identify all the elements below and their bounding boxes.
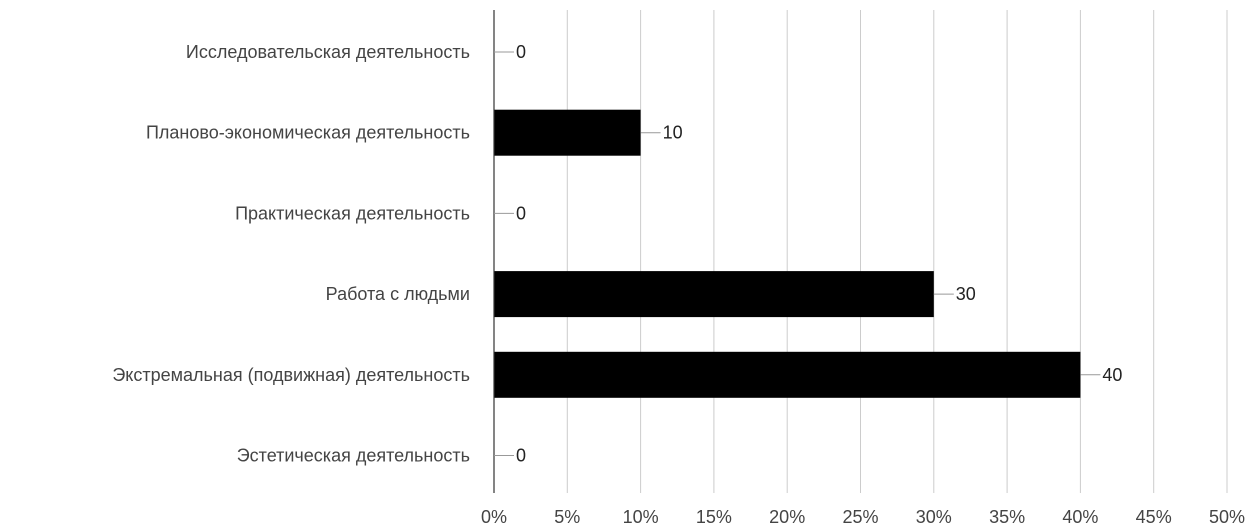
data-label: 0: [516, 42, 526, 62]
category-label: Экстремальная (подвижная) деятельность: [112, 365, 470, 385]
x-tick-label: 5%: [554, 507, 580, 527]
x-tick-label: 10%: [623, 507, 659, 527]
data-label: 30: [956, 284, 976, 304]
data-label: 10: [663, 123, 683, 143]
x-tick-label: 45%: [1136, 507, 1172, 527]
category-label: Исследовательская деятельность: [186, 42, 470, 62]
x-tick-label: 30%: [916, 507, 952, 527]
x-tick-label: 25%: [842, 507, 878, 527]
gridlines: [566, 10, 1228, 493]
category-label: Эстетическая деятельность: [237, 446, 470, 466]
category-label: Работа с людьми: [326, 284, 470, 304]
data-labels: 0 10 0 30 40 0: [494, 42, 1122, 466]
x-tick-label: 20%: [769, 507, 805, 527]
x-tick-label: 35%: [989, 507, 1025, 527]
data-label: 0: [516, 203, 526, 223]
x-tick-label: 15%: [696, 507, 732, 527]
bar: [494, 109, 641, 156]
category-label: Практическая деятельность: [235, 203, 470, 223]
data-label: 40: [1102, 365, 1122, 385]
bar: [494, 351, 1081, 398]
data-label: 0: [516, 446, 526, 466]
category-labels: Исследовательская деятельность Планово-эк…: [112, 42, 470, 466]
x-tick-labels: 0% 5% 10% 15% 20% 25% 30% 35% 40% 45% 50%: [481, 507, 1245, 527]
category-label: Планово-экономическая деятельность: [146, 123, 470, 143]
bar: [494, 271, 934, 318]
x-tick-label: 0%: [481, 507, 507, 527]
x-tick-label: 50%: [1209, 507, 1245, 527]
bars: [494, 109, 1081, 398]
x-tick-label: 40%: [1062, 507, 1098, 527]
